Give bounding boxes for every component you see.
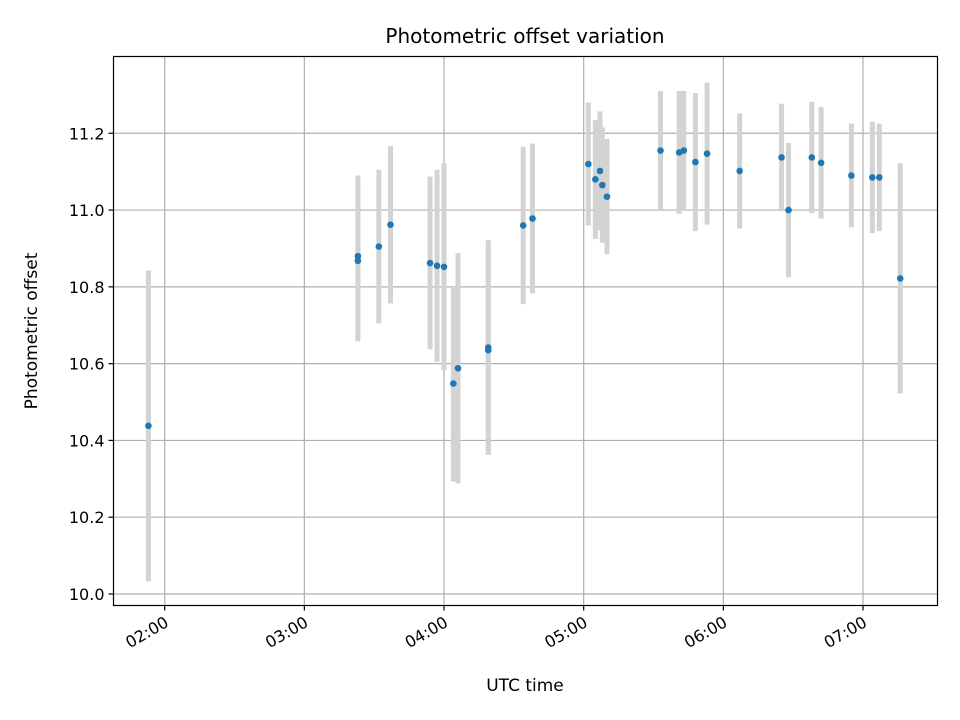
data-point — [599, 181, 606, 189]
data-point — [657, 147, 664, 154]
y-axis-ticks: 10.0 10.2 10.4 10.6 10.8 11.0 11.2 — [69, 124, 114, 604]
data-point — [817, 159, 825, 167]
y-tick-label: 10.0 — [69, 585, 105, 604]
plot-frame — [112, 55, 939, 607]
chart-title: Photometric offset variation — [385, 24, 664, 48]
data-point — [596, 167, 604, 175]
data-point — [736, 167, 743, 175]
data-point — [869, 174, 876, 181]
data-point — [680, 147, 688, 154]
data-point — [529, 215, 536, 222]
data-point — [354, 252, 362, 260]
data-point — [785, 206, 792, 214]
data-point — [585, 160, 592, 168]
data-point — [519, 222, 527, 229]
data-point — [440, 263, 448, 271]
y-tick-label: 10.4 — [69, 431, 105, 450]
y-tick-label: 11.2 — [69, 124, 105, 143]
data-point — [354, 257, 362, 265]
data-point — [145, 422, 152, 430]
data-point — [778, 154, 785, 161]
data-point — [450, 380, 457, 387]
data-point — [603, 193, 611, 200]
data-point — [426, 259, 434, 267]
y-axis-label: Photometric offset — [22, 252, 42, 409]
data-point — [692, 158, 699, 166]
y-tick-label: 10.8 — [69, 278, 105, 297]
data-point — [896, 275, 904, 282]
data-point — [375, 243, 383, 250]
data-points — [145, 147, 904, 430]
x-axis-label: UTC time — [486, 676, 564, 696]
data-point — [387, 221, 394, 228]
y-tick-label: 10.2 — [69, 508, 105, 527]
data-point — [433, 262, 441, 270]
y-tick-label: 11.0 — [69, 201, 105, 220]
data-point — [592, 176, 599, 183]
data-point — [876, 174, 883, 181]
data-point — [484, 346, 492, 354]
y-tick-label: 10.6 — [69, 355, 105, 374]
data-point — [703, 150, 711, 157]
grid — [113, 56, 938, 606]
data-point — [808, 154, 816, 161]
data-point — [454, 364, 462, 372]
data-point — [848, 172, 855, 179]
